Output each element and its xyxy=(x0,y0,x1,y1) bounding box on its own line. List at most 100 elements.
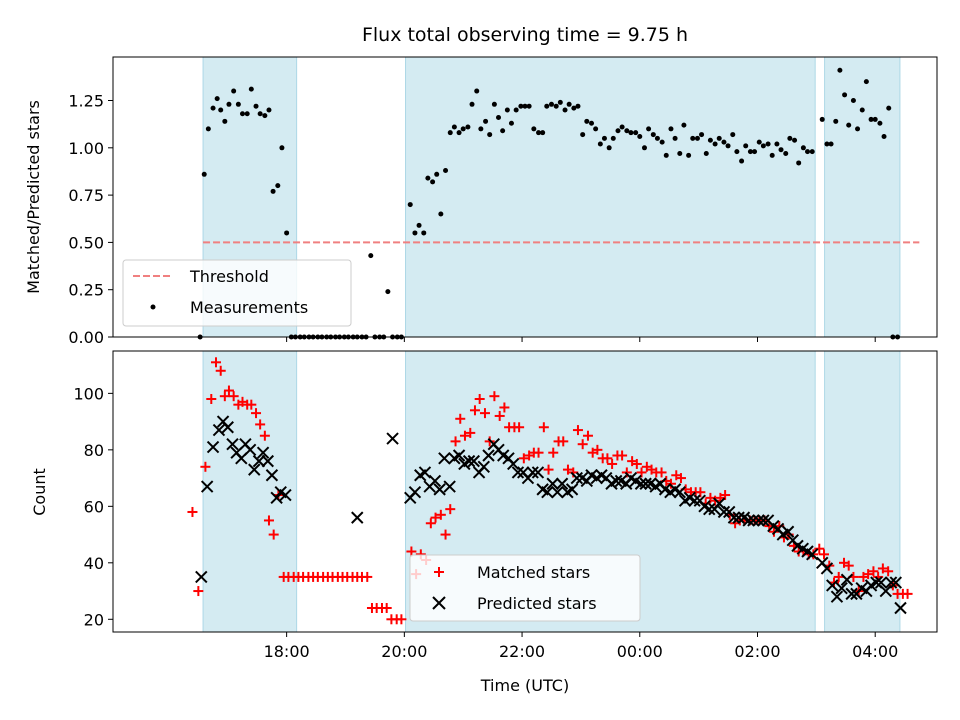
measurement-point xyxy=(270,188,276,194)
measurement-point xyxy=(496,115,502,121)
measurement-point xyxy=(279,145,285,151)
measurement-point xyxy=(526,103,532,109)
measurement-point xyxy=(796,160,802,166)
predicted-star-point xyxy=(874,576,888,589)
measurement-point xyxy=(508,120,514,126)
predicted-star-point xyxy=(806,548,819,561)
predicted-star-point xyxy=(742,514,755,527)
predicted-star-point xyxy=(703,502,716,516)
matched-star-point xyxy=(902,588,913,599)
matched-star-point xyxy=(494,410,505,421)
measurement-point xyxy=(430,179,436,185)
measurement-point xyxy=(239,111,245,117)
measurement-point xyxy=(654,135,660,141)
predicted-star-point xyxy=(438,452,451,465)
predicted-star-points xyxy=(195,415,907,615)
measurement-point xyxy=(544,103,550,109)
predicted-star-point xyxy=(443,480,456,493)
matched-star-point xyxy=(465,427,476,438)
measurement-point xyxy=(589,120,595,126)
measurement-point xyxy=(628,130,634,136)
predicted-star-point xyxy=(894,601,907,615)
measurement-point xyxy=(548,101,554,107)
predicted-star-point xyxy=(351,511,364,524)
matched-star-point xyxy=(215,365,226,376)
matched-star-point xyxy=(675,473,686,484)
predicted-star-point xyxy=(248,463,261,476)
measurement-point xyxy=(721,139,727,145)
measurement-point xyxy=(686,152,692,158)
bottom-y-tick-label: 60 xyxy=(84,497,104,516)
measurement-point xyxy=(828,141,834,147)
top-y-tick-label: 1.00 xyxy=(68,139,104,158)
measurement-point xyxy=(868,116,874,122)
measurement-point xyxy=(833,118,839,124)
measurement-point xyxy=(201,171,207,177)
measurement-point xyxy=(619,124,625,130)
measurement-point xyxy=(222,118,228,124)
measurement-point xyxy=(518,103,524,109)
measurement-point xyxy=(756,139,762,145)
predicted-star-point xyxy=(482,449,495,462)
measurement-point xyxy=(850,98,856,104)
matched-star-point xyxy=(843,560,854,571)
measurement-point xyxy=(368,253,374,259)
top-y-tick-label: 0.50 xyxy=(68,233,104,252)
measurement-point xyxy=(456,130,462,136)
matched-star-point xyxy=(381,602,392,613)
matched-star-point xyxy=(617,450,628,461)
legend-predicted-swatch xyxy=(432,596,446,610)
measurement-point xyxy=(881,133,887,139)
matched-star-point xyxy=(636,467,647,478)
matched-star-point xyxy=(479,408,490,419)
predicted-star-point xyxy=(610,474,623,488)
matched-star-point xyxy=(631,458,642,469)
top-panel: 0.00 0.25 0.50 0.75 1.00 1.25 Matched/Predict… xyxy=(24,56,938,347)
predicted-star-point xyxy=(200,480,214,493)
measurement-point xyxy=(694,135,700,141)
matched-star-point xyxy=(695,487,706,498)
matched-star-point xyxy=(469,405,480,416)
legend-matched-swatch xyxy=(434,567,444,577)
measurement-point xyxy=(690,135,696,141)
predicted-star-point xyxy=(879,584,893,598)
measurement-point xyxy=(487,132,493,138)
predicted-star-point xyxy=(452,449,466,462)
x-tick-label: 18:00 xyxy=(264,642,310,661)
matched-star-point xyxy=(877,563,888,574)
measurement-point xyxy=(478,126,484,132)
measurement-point xyxy=(253,103,259,109)
measurement-point xyxy=(712,141,718,147)
measurement-point xyxy=(805,149,811,155)
measurement-point xyxy=(205,126,211,132)
predicted-star-point xyxy=(252,454,266,468)
measurement-point xyxy=(646,126,652,132)
matched-star-point xyxy=(868,566,879,577)
measurement-point xyxy=(641,145,647,151)
measurement-point xyxy=(540,130,546,136)
predicted-star-point xyxy=(781,525,795,538)
measurement-point xyxy=(531,126,537,132)
measurement-point xyxy=(863,79,869,85)
top-y-tick-label: 0.75 xyxy=(68,186,104,205)
measurement-point xyxy=(859,107,865,113)
measurement-point xyxy=(522,103,528,109)
measurement-point xyxy=(257,111,263,117)
matched-star-point xyxy=(592,444,603,455)
chart-title: Flux total observing time = 9.75 h xyxy=(362,24,688,46)
matched-star-point xyxy=(533,447,544,458)
measurement-point xyxy=(460,126,466,132)
predicted-star-point xyxy=(507,457,520,471)
predicted-star-point xyxy=(531,466,545,479)
measurement-point xyxy=(416,222,422,228)
top-y-tick-label: 1.25 xyxy=(68,92,104,111)
measurement-point xyxy=(606,145,612,151)
matched-star-point xyxy=(445,504,456,515)
predicted-star-point xyxy=(462,454,476,468)
matched-star-point xyxy=(863,569,874,580)
measurement-point xyxy=(566,101,572,107)
predicted-star-point xyxy=(221,421,234,434)
measurement-point xyxy=(792,137,798,143)
x-tick-label: 22:00 xyxy=(499,642,545,661)
predicted-star-point xyxy=(713,497,726,510)
